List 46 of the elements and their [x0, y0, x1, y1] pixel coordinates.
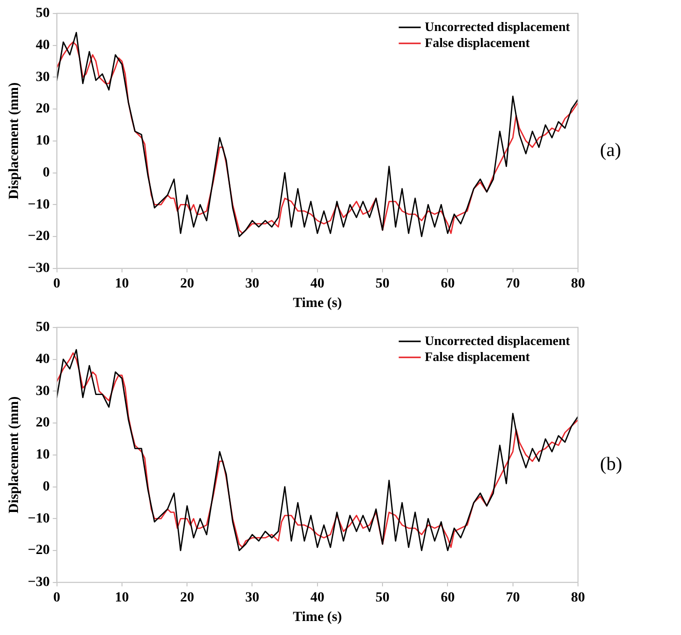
y-tick-label: −30: [28, 261, 50, 276]
x-tick-label: 60: [440, 276, 455, 292]
x-tick-label: 10: [114, 276, 129, 292]
y-tick-label: 40: [36, 38, 50, 53]
x-axis-title: Time (s): [292, 610, 342, 626]
y-tick-label: 30: [36, 70, 50, 85]
y-tick-label: 20: [36, 416, 50, 431]
legend-label: Uncorrected displacement: [424, 332, 571, 348]
y-tick-label: −20: [28, 229, 50, 244]
x-tick-label: 50: [376, 590, 390, 606]
x-tick-label: 20: [180, 590, 194, 606]
y-axis-title: Displacement (mm): [7, 396, 22, 514]
x-tick-label: 70: [506, 590, 520, 606]
y-tick-label: 40: [36, 352, 50, 367]
y-tick-label: −10: [28, 511, 50, 526]
y-tick-label: 30: [36, 384, 50, 399]
x-axis-title: Time (s): [292, 296, 342, 312]
x-tick-label: 10: [114, 590, 129, 606]
y-tick-label: 10: [36, 134, 50, 149]
x-tick-label: 0: [53, 276, 60, 292]
y-tick-label: 50: [36, 6, 50, 22]
y-tick-label: −10: [28, 197, 50, 212]
y-tick-label: 0: [42, 165, 50, 180]
legend-label: False displacement: [424, 34, 530, 50]
x-tick-label: 30: [245, 276, 260, 292]
x-tick-label: 80: [571, 276, 585, 292]
x-tick-label: 40: [310, 276, 324, 292]
x-tick-label: 70: [506, 276, 520, 292]
y-tick-label: 0: [42, 479, 50, 494]
text: (a): [600, 140, 622, 162]
x-tick-label: 50: [376, 276, 390, 292]
x-tick-label: 20: [180, 276, 194, 292]
x-tick-label: 40: [310, 590, 324, 606]
x-tick-label: 30: [245, 590, 260, 606]
legend-label: Uncorrected displacement: [424, 18, 571, 34]
x-tick-label: 0: [53, 590, 60, 606]
y-tick-label: −30: [28, 575, 50, 590]
x-tick-label: 80: [571, 590, 585, 606]
text: (b): [600, 454, 622, 476]
y-tick-label: 20: [36, 102, 50, 117]
y-tick-label: −20: [28, 543, 50, 558]
y-axis-title: Displacement (mm): [7, 82, 22, 200]
y-tick-label: 10: [36, 448, 50, 463]
legend-label: False displacement: [424, 348, 530, 364]
y-tick-label: 50: [36, 320, 50, 336]
x-tick-label: 60: [440, 590, 455, 606]
